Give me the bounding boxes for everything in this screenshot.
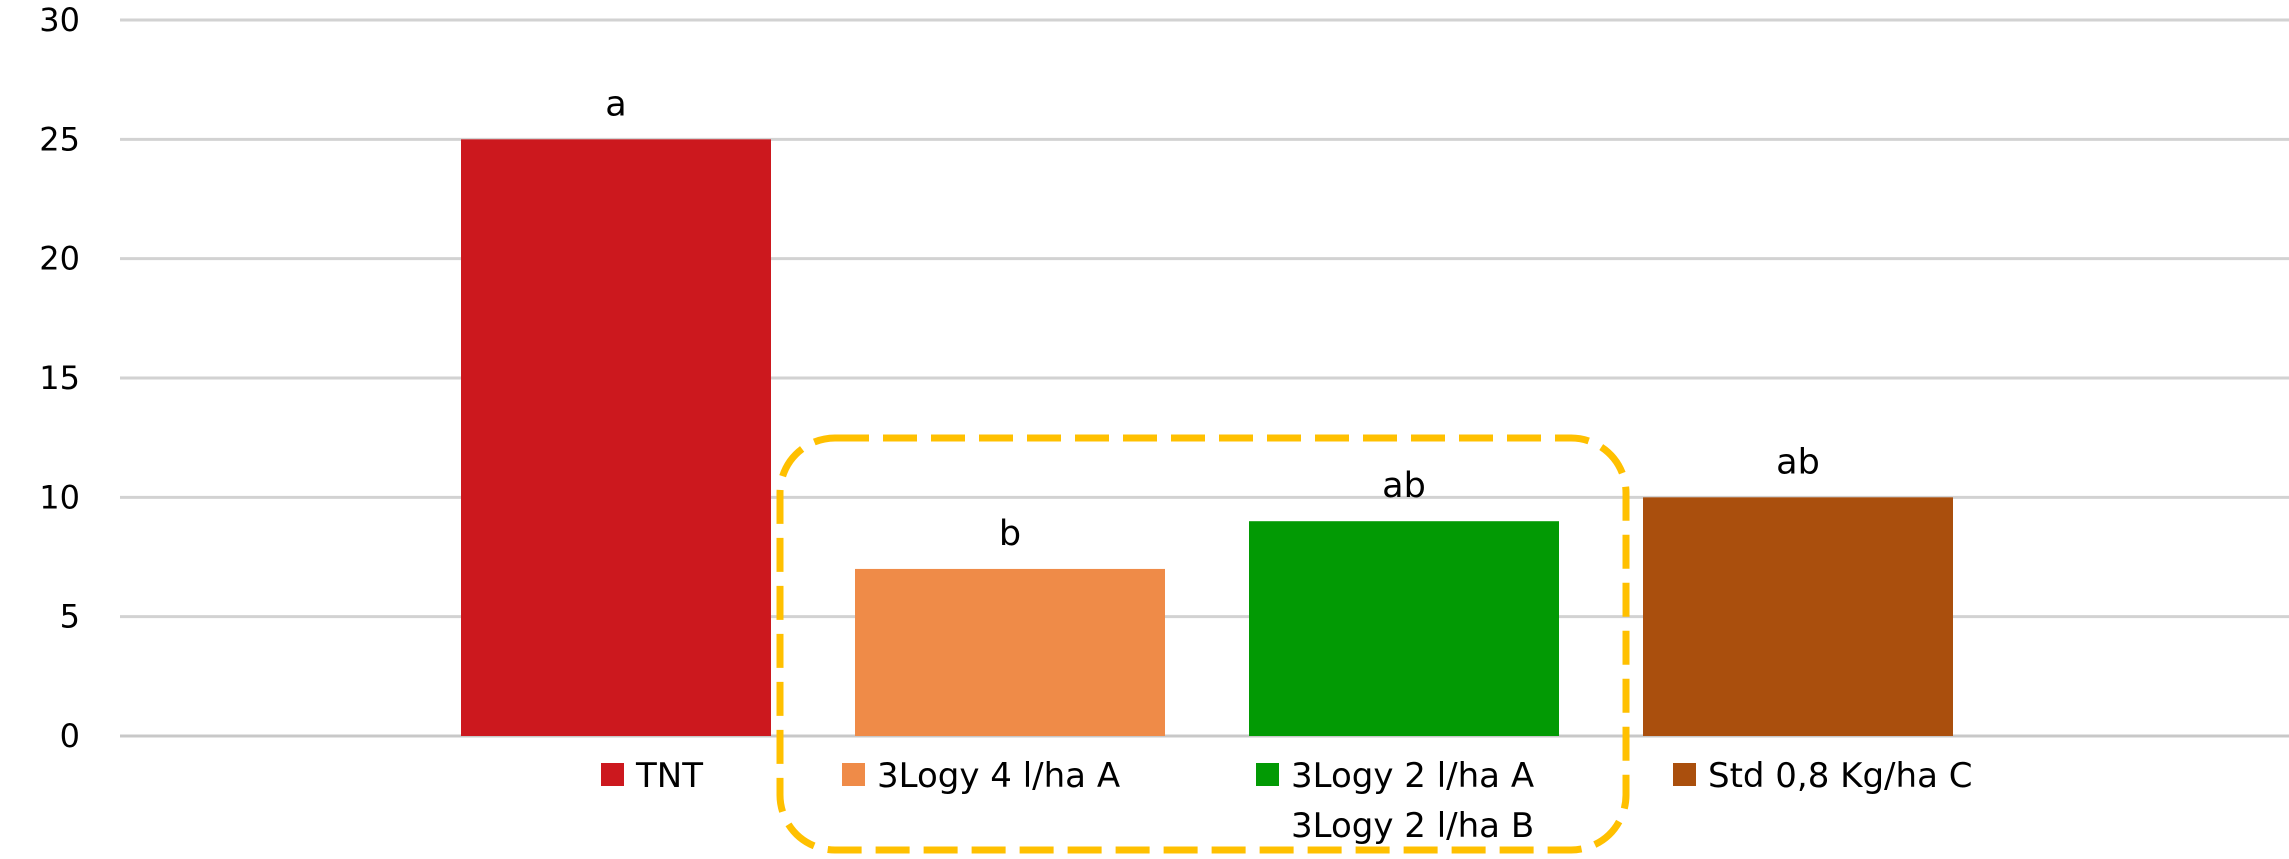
bar [1249, 521, 1559, 736]
bars [461, 139, 1953, 737]
bar [1643, 497, 1953, 736]
y-tick-label: 10 [39, 478, 80, 516]
legend: TNT 3Logy 4 l/ha A 3Logy 2 l/ha A Std 0,8 K… [601, 756, 1972, 846]
y-tick-label: 30 [39, 1, 80, 39]
y-tick-label: 25 [39, 120, 80, 158]
y-tick-label: 15 [39, 359, 80, 397]
bar-data-label: ab [1776, 442, 1820, 482]
y-tick-label: 20 [39, 240, 80, 278]
bar-data-label: a [605, 84, 626, 124]
legend-swatch [601, 763, 624, 786]
gridlines [120, 18, 2289, 738]
legend-label-extra: 3Logy 2 l/ha B [1291, 806, 1534, 846]
bar-data-label: ab [1382, 466, 1426, 506]
legend-label: Std 0,8 Kg/ha C [1708, 756, 1972, 796]
legend-label: 3Logy 4 l/ha A [877, 756, 1120, 796]
bar-data-label: b [999, 514, 1021, 554]
legend-swatch [1673, 763, 1696, 786]
highlight-dashed-box [776, 434, 1630, 854]
y-tick-label: 0 [60, 717, 80, 755]
bar [461, 139, 771, 737]
legend-label: 3Logy 2 l/ha A [1291, 756, 1534, 796]
y-tick-label: 5 [60, 598, 80, 636]
y-axis-tick-labels: 0 5 10 15 20 25 30 [39, 1, 80, 755]
bar [855, 568, 1165, 736]
legend-swatch [1256, 763, 1279, 786]
highlight-annotation [776, 434, 1630, 854]
legend-swatch [842, 763, 865, 786]
legend-label: TNT [635, 756, 703, 796]
